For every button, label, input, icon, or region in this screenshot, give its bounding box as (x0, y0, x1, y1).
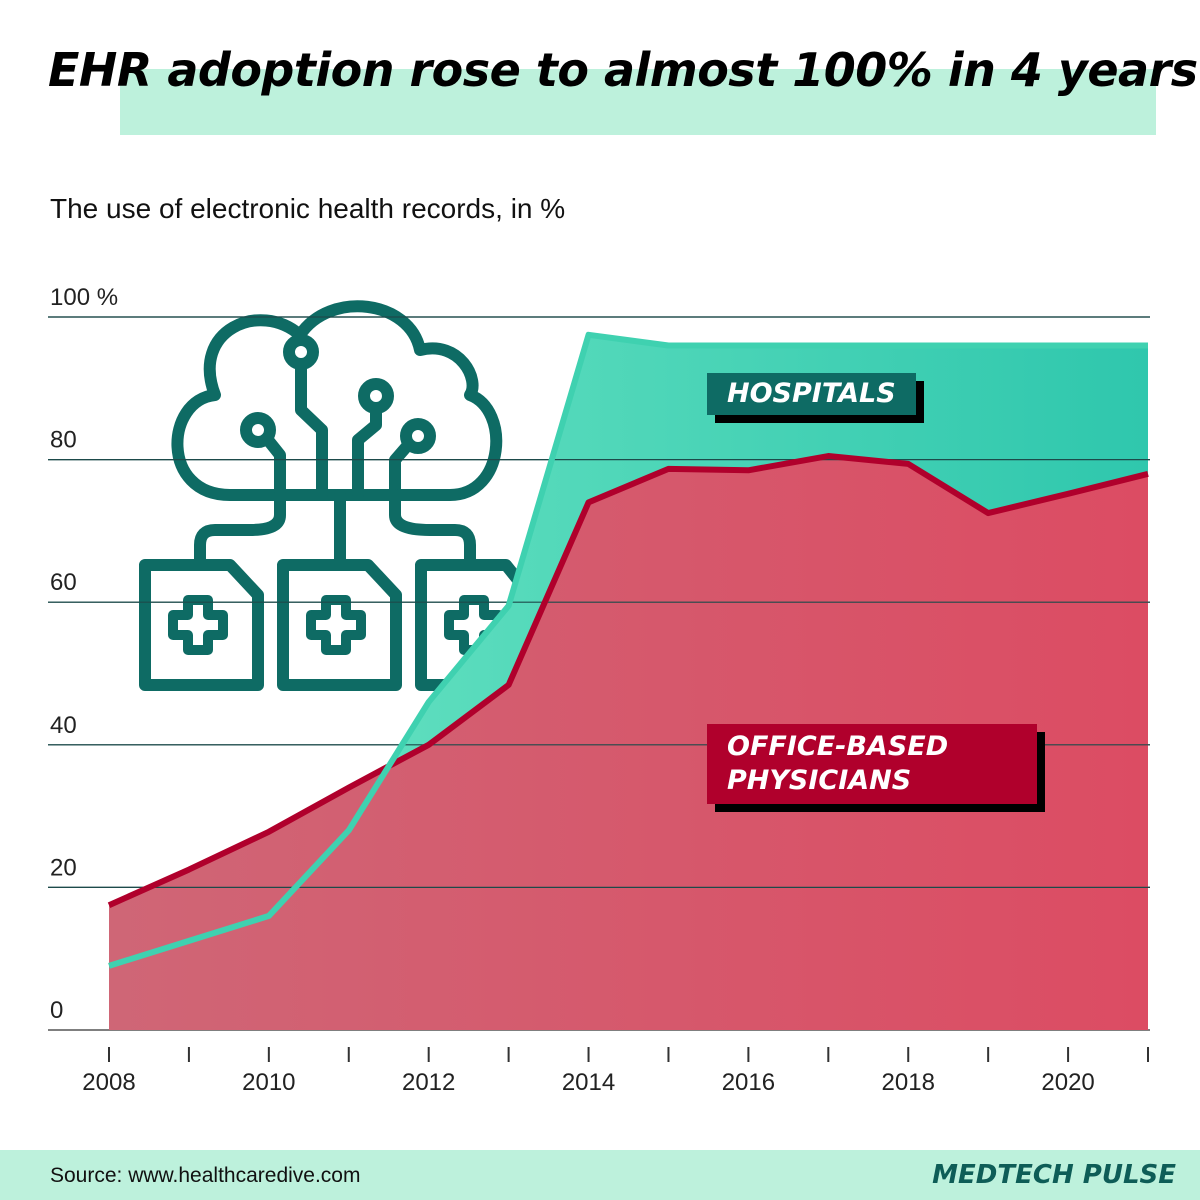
source-text: Source: www.healthcaredive.com (50, 1164, 361, 1187)
subtitle: The use of electronic health records, in… (50, 193, 566, 224)
hospitals-label: HOSPITALS (707, 373, 916, 415)
x-tick-label: 2008 (82, 1069, 135, 1096)
y-tick-label: 80 (50, 427, 77, 454)
x-tick-label: 2016 (722, 1069, 775, 1096)
physicians-label-text: OFFICE-BASED PHYSICIANS (727, 731, 949, 796)
physicians-line (107, 453, 1149, 908)
title-highlight (120, 69, 1156, 135)
hospitals-line (108, 331, 1148, 969)
page-title: EHR adoption rose to almost 100% in 4 ye… (48, 43, 1198, 97)
y-tick-label: 60 (50, 569, 77, 596)
y-tick-label: 20 (50, 854, 77, 881)
x-tick-label: 2020 (1041, 1069, 1094, 1096)
x-tick-label: 2012 (402, 1069, 455, 1096)
y-tick-label: 40 (50, 712, 77, 739)
x-tick-label: 2010 (242, 1069, 295, 1096)
area-chart: 100 % 80 60 40 20 0 2008 2010 2012 2014 2016 2018 20… (48, 284, 1150, 1096)
y-tick-label: 100 % (50, 284, 118, 311)
y-tick-label: 0 (50, 997, 63, 1024)
physicians-area (109, 456, 1148, 1030)
x-tick-label: 2014 (562, 1069, 615, 1096)
x-tick-label: 2018 (882, 1069, 935, 1096)
cloud-medical-records-icon (139, 300, 536, 691)
brand-logo: MEDTECH PULSE (932, 1160, 1176, 1190)
footer: Source: www.healthcaredive.com MEDTECH P… (0, 1150, 1200, 1200)
physicians-label: OFFICE-BASED PHYSICIANS (707, 724, 1037, 804)
